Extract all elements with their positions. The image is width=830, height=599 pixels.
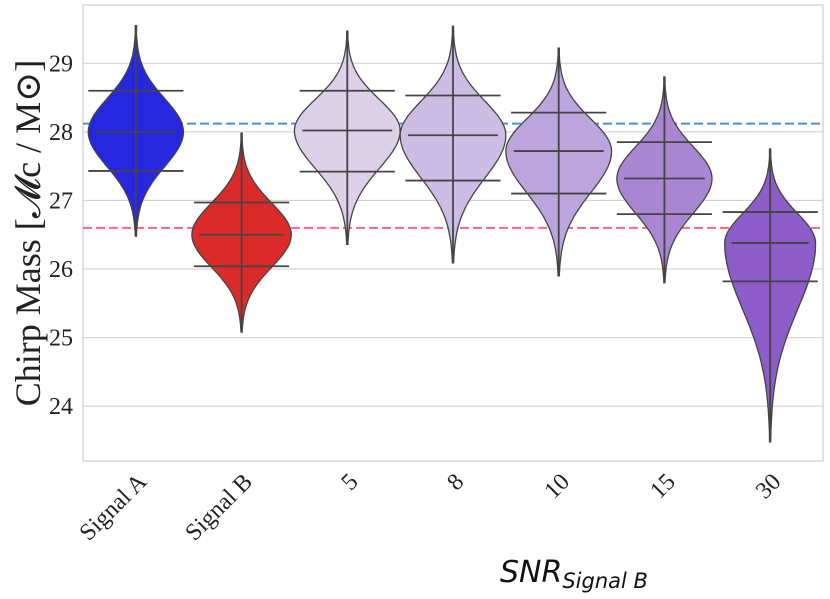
y-tick-labels: 24 25 26 27 28 29 bbox=[49, 51, 73, 420]
x-tick-labels: Signal A Signal B 5 8 10 15 30 bbox=[75, 468, 787, 546]
y-tick-label: 28 bbox=[49, 120, 73, 146]
y-tick-label: 24 bbox=[49, 394, 73, 420]
y-tick-label: 25 bbox=[49, 326, 73, 352]
y-axis-label: Chirp Mass [𝓜c / M⊙] bbox=[8, 60, 48, 406]
x-tick-label: 15 bbox=[645, 469, 680, 504]
x-tick-label: Signal A bbox=[75, 468, 153, 546]
x-tick-label: 8 bbox=[442, 469, 469, 496]
x-axis-label-main: SNR bbox=[500, 555, 562, 590]
y-tick-label: 27 bbox=[49, 188, 73, 214]
x-axis-label-sub: Signal B bbox=[562, 569, 648, 593]
violins bbox=[87, 24, 818, 443]
y-tick-label: 26 bbox=[49, 257, 73, 283]
x-tick-label: 30 bbox=[751, 469, 786, 504]
x-tick-label: 5 bbox=[337, 469, 364, 496]
x-tick-label: 10 bbox=[540, 469, 575, 504]
x-axis-label: SNRSignal B bbox=[500, 555, 648, 593]
y-tick-label: 29 bbox=[49, 51, 73, 77]
x-tick-label: Signal B bbox=[180, 469, 257, 546]
